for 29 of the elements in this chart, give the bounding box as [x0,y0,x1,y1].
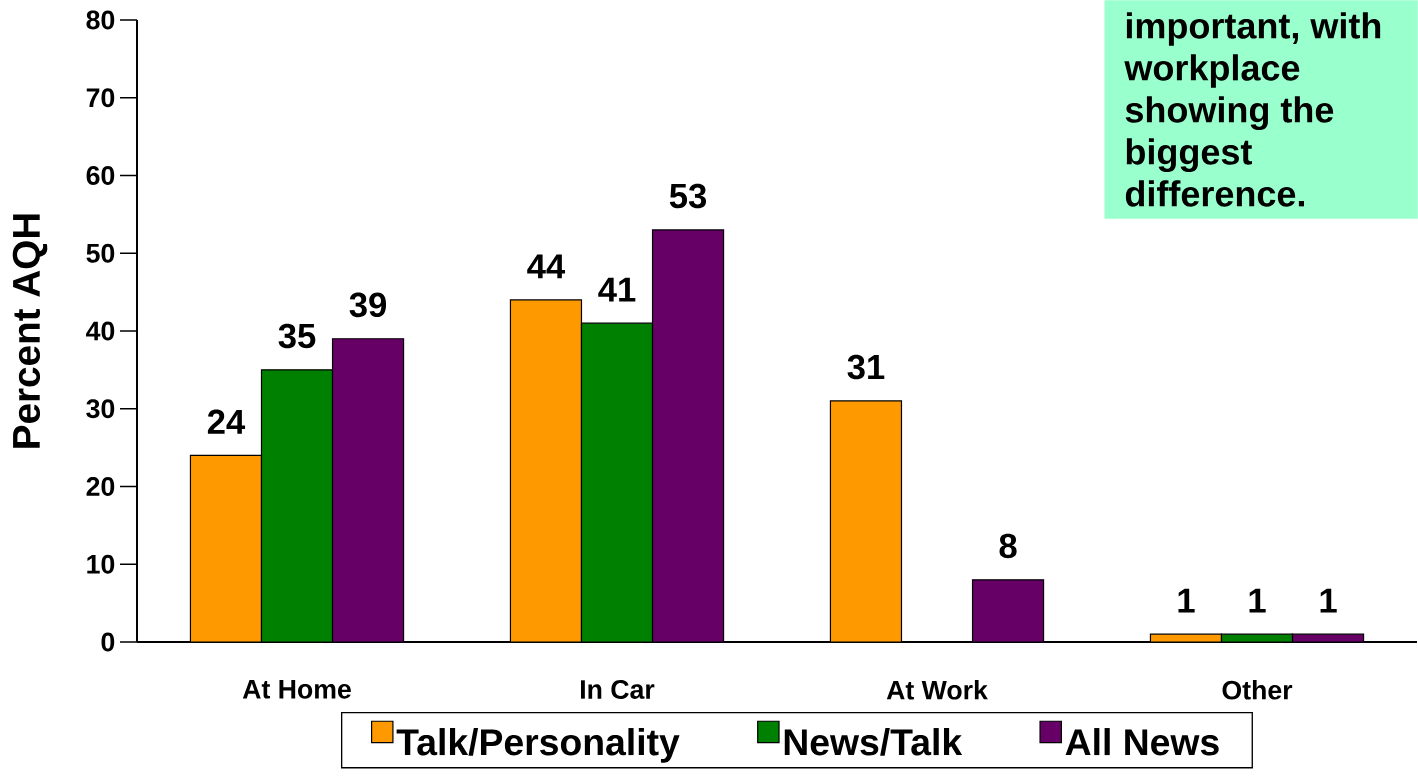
y-tick-label: 0 [101,632,115,652]
y-tick-label: 50 [86,243,115,263]
legend-label: All News [1065,728,1219,756]
x-tick-label: At Home [242,680,351,699]
x-tick-label: Other [1222,680,1293,700]
legend-label: Talk/Personality [396,728,680,763]
annotation: important, with workplace showing the biggest difference. [1124,12,1381,207]
data-label: 8 [999,533,1017,559]
y-tick-label: 70 [86,88,115,108]
data-label: 44 [527,254,566,279]
y-axis-title: Percent AQH [12,214,48,448]
data-label: 1 [1249,588,1266,613]
data-label: 1 [1320,588,1337,613]
data-label: 31 [847,354,885,380]
y-tick-label: 30 [86,399,115,419]
y-tick-label: 60 [86,166,115,185]
data-label: 39 [349,292,387,318]
data-label: 1 [1178,588,1195,613]
data-label: 41 [598,277,636,302]
y-tick-label: 40 [86,321,115,341]
x-tick-label: In Car [581,680,655,699]
legend-label: News/Talk [784,728,963,756]
data-label: 24 [207,409,246,434]
y-tick-label: 80 [86,10,115,30]
y-tick-label: 10 [87,554,115,574]
y-tick-label: 20 [86,477,115,496]
data-label: 53 [669,183,707,209]
x-tick-label: At Work [886,680,988,700]
data-label: 35 [278,323,316,349]
